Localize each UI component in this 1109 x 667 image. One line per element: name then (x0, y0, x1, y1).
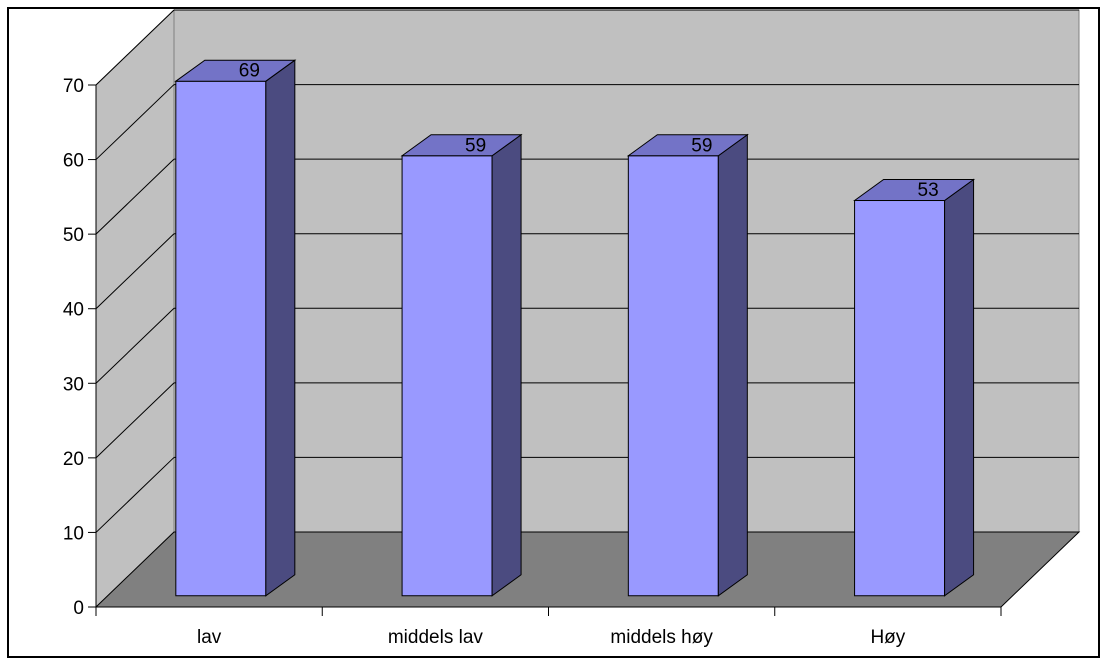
bar-side (265, 59, 296, 597)
y-tick-label: 70 (63, 76, 84, 97)
side-gridline (95, 84, 175, 160)
side-gridline (95, 233, 175, 310)
bar-side (491, 133, 522, 597)
x-tick-label: middels høy (610, 627, 713, 648)
bar-top (174, 59, 297, 82)
y-tick-label: 60 (63, 151, 84, 172)
bars-group: 69 59 59 53 (174, 59, 976, 597)
y-tick-label: 50 (63, 225, 84, 246)
bar-top (400, 134, 523, 157)
chart-walls (94, 8, 1081, 609)
axes-group: 0 10 20 30 40 50 60 70 lav middels lav middels høy… (63, 76, 1002, 648)
bar: 69 (174, 59, 297, 597)
y-tick-label: 20 (63, 449, 84, 470)
x-tick-label: Høy (870, 627, 905, 648)
bar: 59 (626, 133, 749, 597)
y-tick-label: 10 (63, 523, 84, 544)
data-label: 53 (918, 180, 939, 201)
side-gridline (95, 158, 175, 235)
y-tick-label: 40 (63, 300, 84, 321)
y-tick-label: 30 (63, 374, 84, 395)
side-gridline (95, 307, 175, 384)
bar: 59 (400, 133, 523, 597)
side-gridline (95, 457, 175, 533)
data-label: 59 (465, 135, 486, 156)
data-label: 59 (691, 135, 712, 156)
bar-front (854, 200, 946, 597)
x-tick-label: lav (197, 627, 222, 648)
bar-front (401, 155, 493, 597)
side-gridline (95, 382, 175, 459)
bar-top (853, 179, 976, 202)
bar-top (626, 134, 749, 157)
bar-front (627, 155, 719, 597)
bar-side (717, 133, 748, 597)
bar-front (175, 80, 267, 597)
x-tick-label: middels lav (388, 627, 484, 648)
data-label: 69 (239, 61, 260, 82)
bar: 53 (853, 178, 976, 597)
side-gridline (95, 9, 175, 86)
side-wall (95, 8, 175, 609)
bar-side (944, 178, 975, 597)
y-tick-label: 0 (73, 598, 84, 619)
